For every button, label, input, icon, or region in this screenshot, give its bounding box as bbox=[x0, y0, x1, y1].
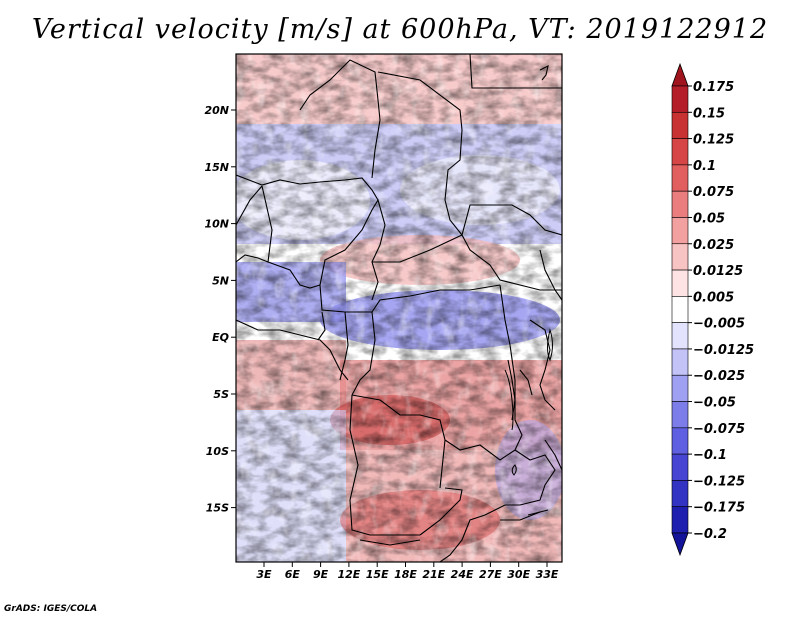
lon-label: 18E bbox=[394, 568, 417, 581]
lat-label: 5S bbox=[213, 388, 229, 401]
colorbar-label: −0.075 bbox=[693, 422, 745, 437]
colorbar-segment bbox=[671, 111, 689, 139]
colorbar-label: 0.05 bbox=[693, 211, 725, 226]
lakes bbox=[504, 328, 553, 516]
latitude-axis: 20N 15N 10N 5N EQ 5S 10S 15S bbox=[204, 104, 236, 515]
lat-label: 5N bbox=[212, 274, 229, 287]
colorbar-segment bbox=[671, 348, 689, 376]
colorbar-segment bbox=[671, 427, 689, 455]
lon-label: 33E bbox=[536, 568, 559, 581]
colorbar-label: −0.2 bbox=[693, 527, 727, 542]
colorbar-segment bbox=[671, 296, 689, 323]
lon-label: 12E bbox=[337, 568, 360, 581]
longitude-axis: 3E 6E 9E 12E 15E 18E 21E 24E 27E 30E 33E bbox=[256, 562, 559, 581]
colorbar-label: 0.15 bbox=[693, 106, 725, 121]
country-borders bbox=[236, 54, 562, 562]
colorbar-label: −0.025 bbox=[693, 369, 745, 384]
colorbar-segment bbox=[671, 506, 689, 534]
colorbar-segment bbox=[671, 217, 689, 245]
colorbar-label: −0.1 bbox=[693, 448, 727, 463]
colorbar-segment bbox=[671, 453, 689, 481]
colorbar-label: −0.05 bbox=[693, 396, 736, 411]
colorbar-arrow-top bbox=[671, 62, 689, 87]
lat-label: 10N bbox=[204, 218, 229, 231]
colorbar-segment bbox=[671, 190, 689, 218]
lat-label: 20N bbox=[204, 104, 229, 117]
colorbar-segment bbox=[671, 85, 689, 113]
lon-label: 6E bbox=[285, 568, 301, 581]
colorbar-label: −0.125 bbox=[693, 474, 745, 489]
colorbar-label: 0.0125 bbox=[693, 264, 743, 279]
colorbar-label: 0.025 bbox=[693, 238, 734, 253]
colorbar-segment bbox=[671, 269, 689, 297]
colorbar-label: −0.175 bbox=[693, 501, 745, 516]
map-title: Vertical velocity [m/s] at 600hPa, VT: 2… bbox=[31, 14, 769, 45]
colorbar: 0.175 0.15 0.125 0.1 0.075 0.05 0.025 0.0125 0.0… bbox=[671, 62, 754, 557]
lon-label: 9E bbox=[313, 568, 329, 581]
credit-text: GrADS: IGES/COLA bbox=[4, 604, 98, 614]
colorbar-segment bbox=[671, 374, 689, 402]
colorbar-segment bbox=[671, 322, 689, 350]
lat-label: 15N bbox=[204, 161, 229, 174]
colorbar-segment bbox=[671, 243, 689, 271]
lat-label: EQ bbox=[212, 331, 229, 344]
lat-label: 10S bbox=[206, 445, 229, 458]
colorbar-label: 0.075 bbox=[693, 185, 734, 200]
colorbar-label: 0.125 bbox=[693, 133, 734, 148]
map-frame bbox=[235, 53, 563, 563]
lon-label: 21E bbox=[422, 568, 445, 581]
colorbar-segment bbox=[671, 138, 689, 166]
lon-label: 24E bbox=[451, 568, 474, 581]
lon-label: 3E bbox=[256, 568, 272, 581]
colorbar-segment bbox=[671, 401, 689, 429]
velocity-field bbox=[236, 54, 562, 562]
colorbar-segment bbox=[671, 480, 689, 508]
colorbar-label: 0.1 bbox=[693, 159, 716, 174]
lon-label: 15E bbox=[366, 568, 389, 581]
colorbar-arrow-bottom bbox=[671, 532, 689, 557]
lat-label: 15S bbox=[206, 502, 229, 515]
colorbar-label: −0.0125 bbox=[693, 343, 754, 358]
colorbar-segment bbox=[671, 164, 689, 192]
colorbar-label: 0.005 bbox=[693, 290, 734, 305]
colorbar-label: 0.175 bbox=[693, 80, 734, 95]
lon-label: 27E bbox=[479, 568, 502, 581]
lon-label: 30E bbox=[507, 568, 530, 581]
colorbar-label: −0.005 bbox=[693, 317, 745, 332]
